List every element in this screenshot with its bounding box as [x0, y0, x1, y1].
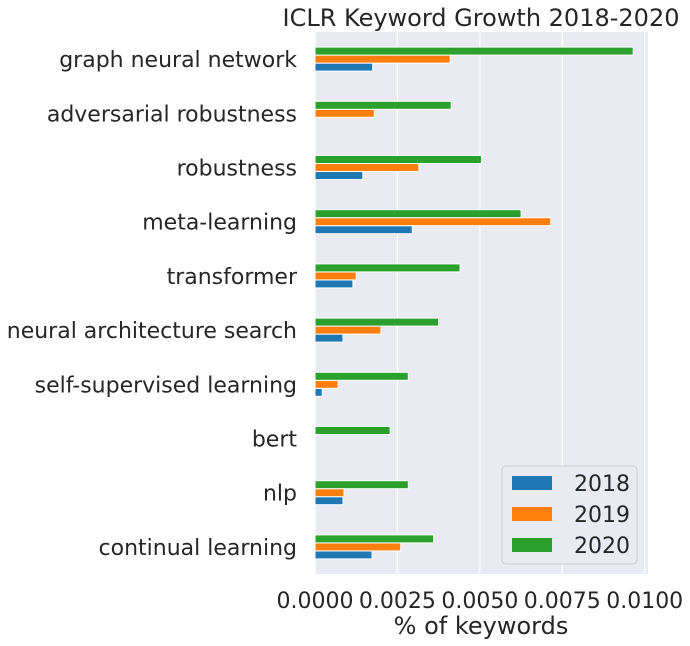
bar-2020	[314, 534, 435, 544]
category-label: graph neural network	[59, 48, 297, 73]
bar-2019	[314, 217, 552, 227]
category-label: neural architecture search	[7, 319, 297, 344]
legend-label: 2019	[574, 503, 630, 528]
legend-label: 2020	[574, 534, 630, 559]
x-tick-label: 0.0025	[359, 589, 436, 614]
category-label: transformer	[167, 265, 298, 290]
x-axis-label: % of keywords	[394, 612, 569, 640]
bar-2018	[314, 333, 344, 343]
bar-2019	[314, 163, 420, 172]
category-label: meta-learning	[142, 211, 297, 236]
legend-label: 2018	[574, 472, 630, 497]
x-tick-label: 0.0050	[441, 589, 518, 614]
legend-swatch	[512, 476, 552, 490]
bar-2019	[314, 108, 375, 118]
bar-2020	[314, 155, 482, 164]
bars	[314, 46, 634, 560]
bar-2020	[314, 317, 440, 327]
bar-2018	[314, 279, 354, 289]
bar-2020	[314, 371, 409, 381]
x-tick-label: 0.0000	[277, 589, 354, 614]
bar-2019	[314, 542, 402, 552]
bar-2018	[314, 387, 323, 397]
chart-title: ICLR Keyword Growth 2018-2020	[283, 4, 680, 32]
bar-2019	[314, 379, 339, 389]
bar-2020	[314, 426, 391, 435]
legend-swatch	[512, 507, 552, 521]
bar-2018	[314, 62, 374, 72]
category-label: self-supervised learning	[35, 373, 297, 398]
bar-2019	[314, 325, 382, 335]
bar-2018	[314, 225, 413, 235]
bar-2019	[314, 54, 451, 64]
bar-2020	[314, 263, 461, 273]
bar-2020	[314, 480, 409, 490]
bar-2018	[314, 496, 344, 506]
bar-2020	[314, 100, 452, 110]
category-label: robustness	[177, 157, 297, 182]
category-labels: graph neural network adversarial robustne…	[7, 48, 298, 561]
bar-2018	[314, 171, 364, 180]
bar-2019	[314, 271, 357, 281]
category-label: continual learning	[99, 536, 297, 561]
category-label: nlp	[263, 482, 297, 507]
x-tick-label: 0.0100	[606, 589, 683, 614]
category-label: adversarial robustness	[47, 102, 297, 127]
x-tick-label: 0.0075	[524, 589, 601, 614]
bar-2019	[314, 488, 345, 498]
bar-2018	[314, 550, 373, 560]
x-tick-labels: 0.0000 0.0025 0.0050 0.0075 0.0100	[277, 589, 684, 614]
legend: 2018 2019 2020	[501, 465, 638, 565]
bar-2020	[314, 46, 634, 56]
category-label: bert	[252, 428, 298, 453]
bar-2020	[314, 209, 522, 219]
legend-swatch	[512, 538, 552, 552]
